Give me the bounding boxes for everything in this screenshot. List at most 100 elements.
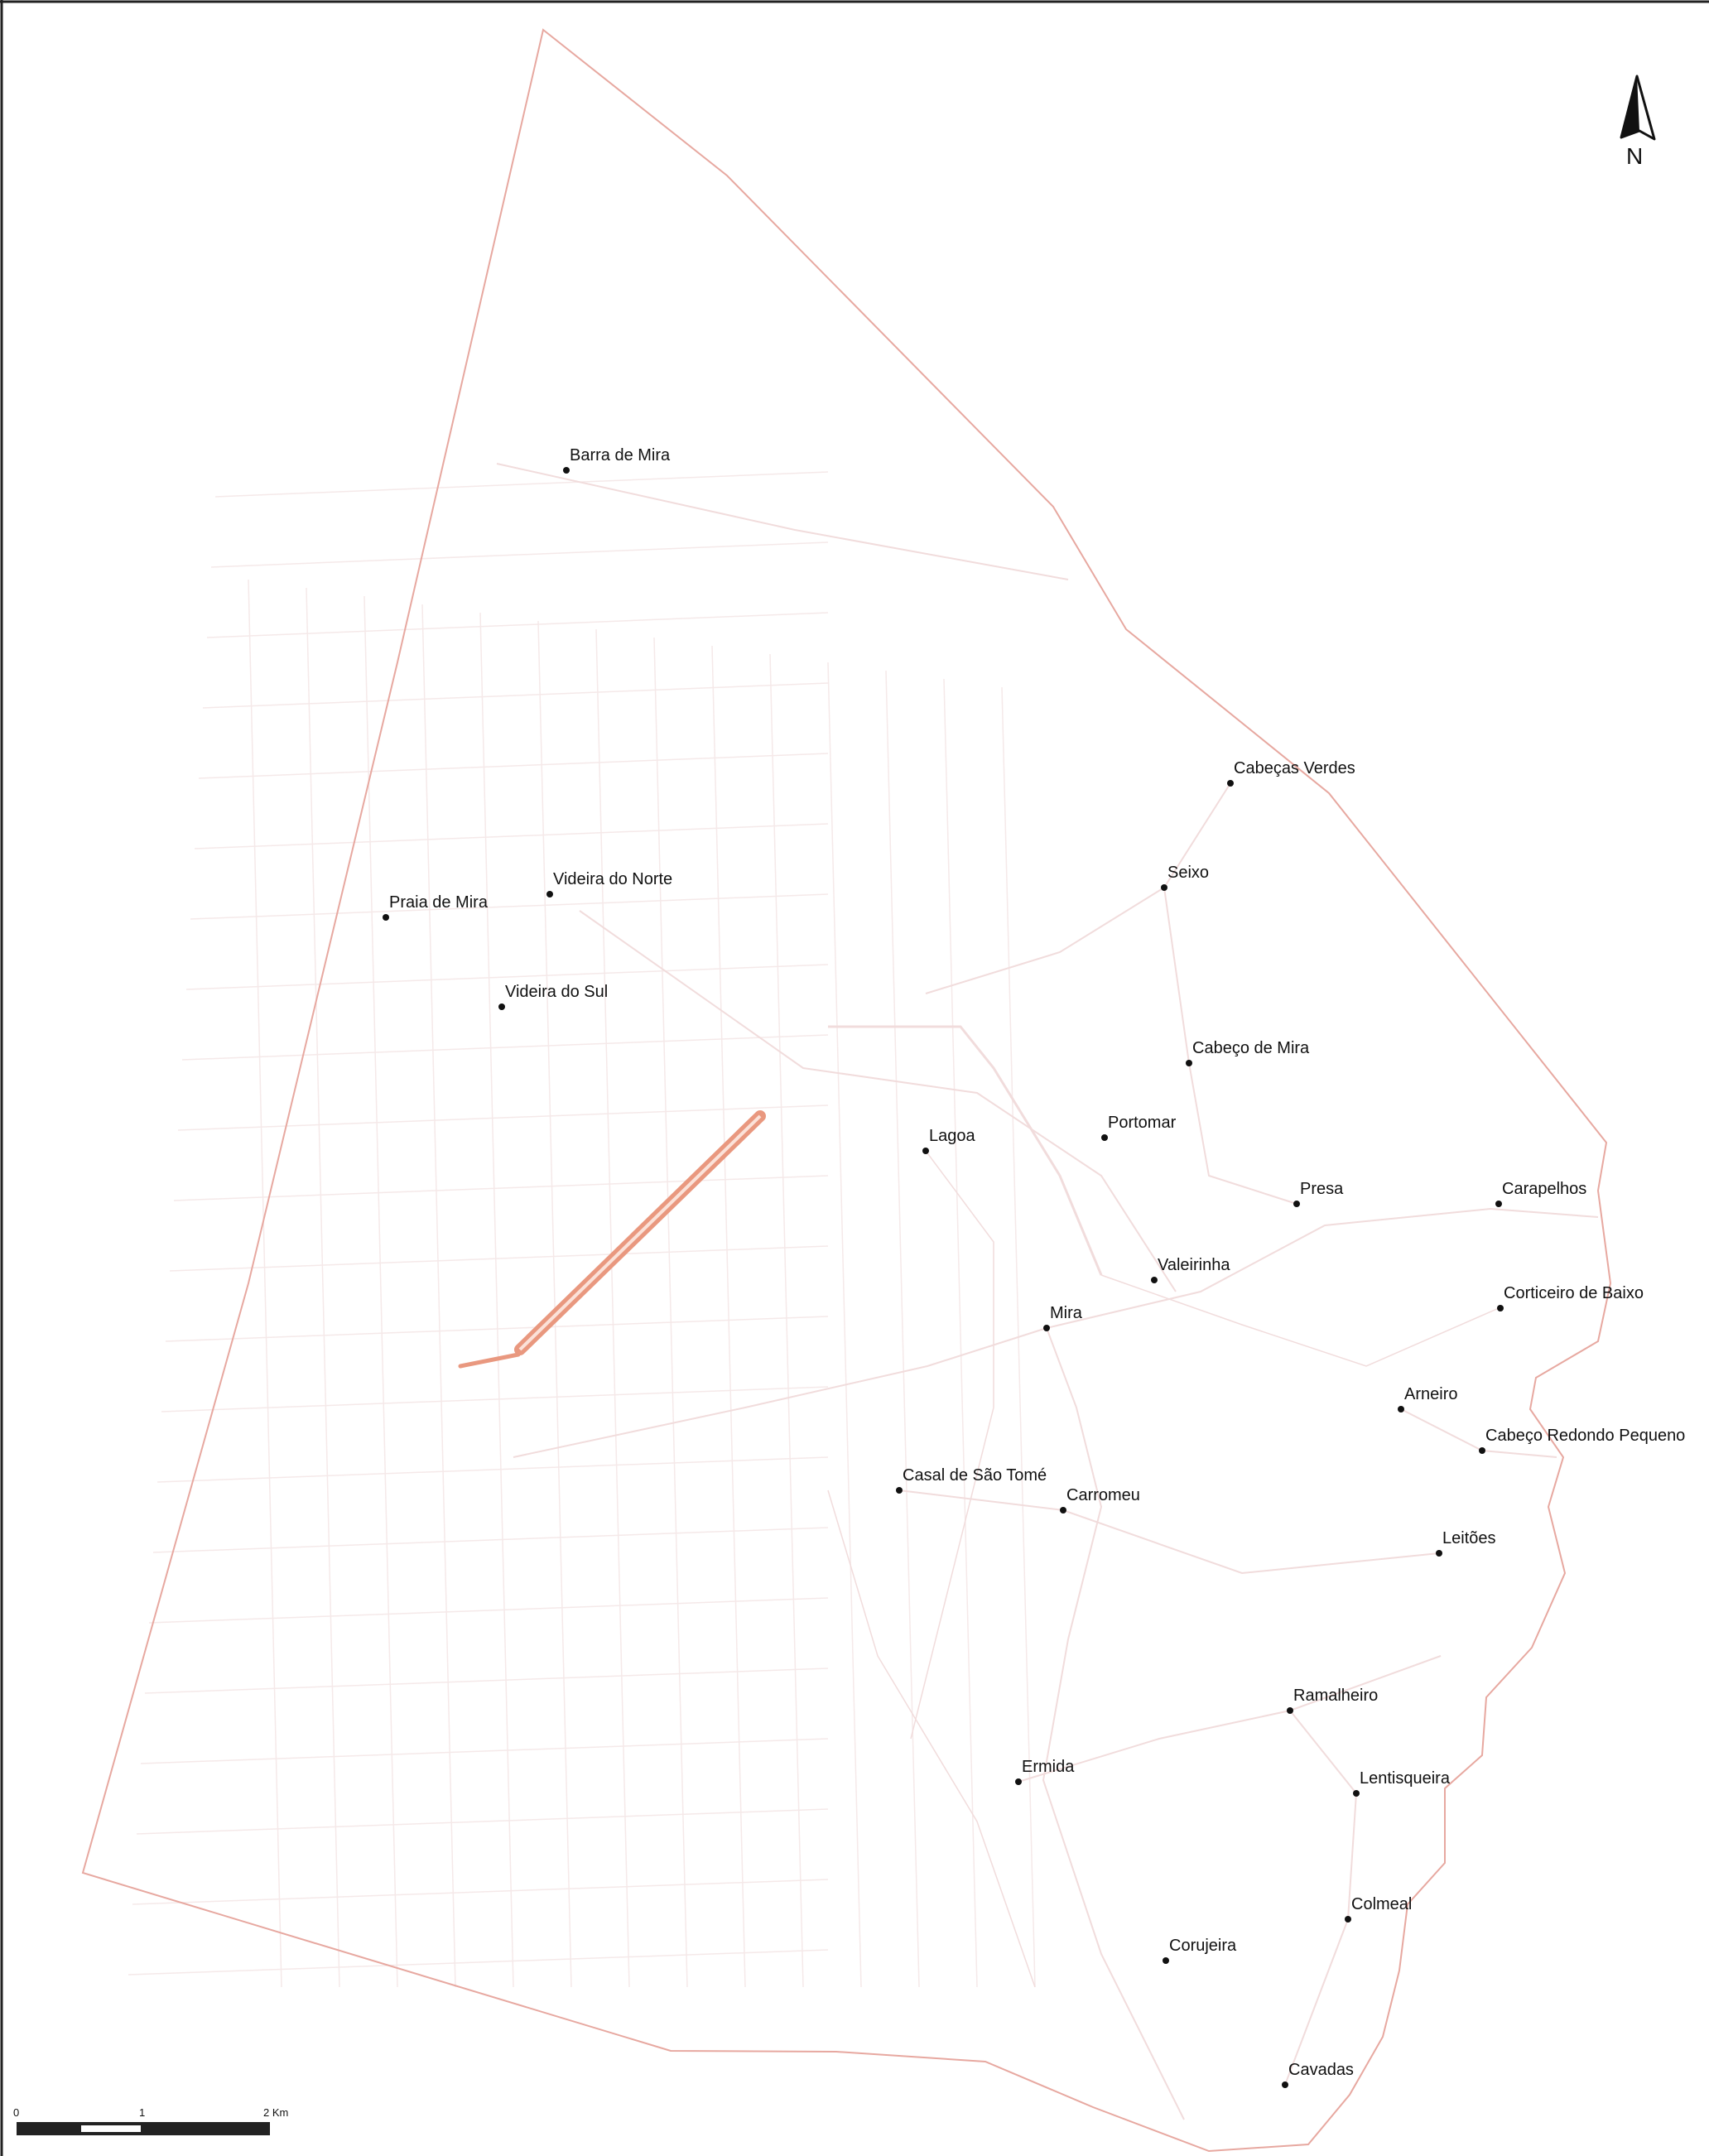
place-label: Cabeças Verdes xyxy=(1234,759,1355,777)
place-marker-icon xyxy=(1015,1778,1022,1785)
place-presa: Presa xyxy=(1293,1180,1344,1207)
place-label: Barra de Mira xyxy=(570,446,671,464)
place-marker-icon xyxy=(1495,1201,1502,1207)
place-label: Videira do Norte xyxy=(553,870,672,888)
road-segment xyxy=(496,463,1069,580)
place-leitoes: Leitões xyxy=(1436,1529,1496,1557)
road-segment xyxy=(711,645,746,1988)
place-marker-icon xyxy=(1287,1707,1293,1714)
road-segment xyxy=(1046,1207,1599,1329)
road-segment xyxy=(156,1456,829,1483)
place-videira-do-norte: Videira do Norte xyxy=(546,870,672,898)
place-label: Seixo xyxy=(1167,864,1209,882)
road-segment xyxy=(1163,887,1297,1205)
place-marker-icon xyxy=(546,891,553,898)
road-segment xyxy=(595,628,630,1988)
road-segment xyxy=(827,662,862,1988)
place-ramalheiro: Ramalheiro xyxy=(1287,1687,1378,1714)
place-mira: Mira xyxy=(1043,1304,1083,1331)
place-label: Ermida xyxy=(1022,1758,1075,1776)
place-label: Corticeiro de Baixo xyxy=(1504,1284,1644,1302)
road-segment xyxy=(206,612,829,638)
road-segment xyxy=(910,1150,994,1740)
place-casal-de-sao-tome: Casal de São Tomé xyxy=(896,1466,1047,1494)
scale-bar-outline xyxy=(17,2122,270,2135)
road-segment xyxy=(828,1025,1103,1276)
road-segment xyxy=(479,612,514,1988)
place-label: Presa xyxy=(1300,1180,1344,1198)
road-segment xyxy=(128,1949,829,1976)
place-marker-icon xyxy=(1227,780,1234,787)
place-label: Lentisqueira xyxy=(1360,1769,1451,1788)
road-segment xyxy=(653,637,688,1988)
place-marker-icon xyxy=(1186,1060,1192,1066)
place-label: Valeirinha xyxy=(1158,1256,1230,1274)
road-segment xyxy=(1284,1710,1358,2086)
place-marker-icon xyxy=(383,914,389,921)
place-marker-icon xyxy=(1043,1325,1050,1331)
highlighted-strip xyxy=(458,1110,766,1369)
road-segment xyxy=(537,620,572,1988)
road-segment xyxy=(161,1386,829,1412)
place-valeirinha: Valeirinha xyxy=(1151,1256,1230,1283)
place-carromeu: Carromeu xyxy=(1060,1486,1140,1514)
road-segment xyxy=(140,1738,829,1764)
place-cabeco-redondo-pequeno: Cabeço Redondo Pequeno xyxy=(1479,1427,1685,1454)
road-segment xyxy=(306,587,340,1988)
road-segment xyxy=(363,595,398,1988)
place-label: Portomar xyxy=(1108,1114,1177,1132)
north-label: N xyxy=(1626,143,1643,169)
place-marker-icon xyxy=(1060,1507,1066,1514)
place-label: Ramalheiro xyxy=(1293,1687,1378,1705)
road-segment xyxy=(198,753,829,779)
place-seixo: Seixo xyxy=(1161,864,1209,891)
road-segment xyxy=(1018,1655,1442,1783)
place-marker-icon xyxy=(1163,1957,1169,1964)
place-marker-icon xyxy=(1479,1447,1485,1454)
place-praia-de-mira: Praia de Mira xyxy=(383,893,489,921)
place-marker-icon xyxy=(1151,1277,1158,1283)
road-segment xyxy=(181,1034,829,1061)
scale-label-0: 0 xyxy=(13,2106,19,2119)
road-segment xyxy=(579,910,1177,1292)
place-label: Lagoa xyxy=(929,1127,975,1145)
place-arneiro: Arneiro xyxy=(1398,1385,1457,1412)
road-segment xyxy=(173,1175,829,1201)
road-segment xyxy=(943,678,978,1988)
road-segment xyxy=(132,1879,829,1905)
road-segment xyxy=(769,653,804,1988)
place-marker-icon xyxy=(1293,1201,1300,1207)
road-segment xyxy=(210,541,829,568)
place-markers: Barra de Mira Cabeças Verdes Seixo Videira … xyxy=(383,446,1685,2088)
strip-tail xyxy=(458,1352,521,1369)
place-corticeiro-de-baixo: Corticeiro de Baixo xyxy=(1497,1284,1644,1311)
road-segment xyxy=(421,604,456,1988)
place-lentisqueira: Lentisqueira xyxy=(1353,1769,1451,1797)
place-label: Carromeu xyxy=(1066,1486,1140,1504)
north-arrow: N xyxy=(1620,75,1656,169)
place-videira-do-sul: Videira do Sul xyxy=(498,983,608,1010)
road-segment xyxy=(925,782,1231,994)
place-marker-icon xyxy=(1353,1790,1360,1797)
road-segment xyxy=(144,1668,829,1694)
place-marker-icon xyxy=(563,467,570,474)
place-marker-icon xyxy=(1436,1550,1442,1557)
scale-bar-segment-white xyxy=(81,2125,141,2132)
road-network xyxy=(128,463,1599,2120)
place-marker-icon xyxy=(896,1487,903,1494)
place-marker-icon xyxy=(1282,2081,1288,2088)
road-segment xyxy=(898,1489,1440,1575)
place-ermida: Ermida xyxy=(1015,1758,1075,1785)
place-marker-icon xyxy=(922,1148,929,1154)
place-marker-icon xyxy=(498,1003,505,1010)
place-label: Mira xyxy=(1050,1304,1083,1322)
road-segment xyxy=(214,471,829,498)
road-segment xyxy=(202,682,829,709)
place-label: Leitões xyxy=(1442,1529,1496,1547)
road-segment xyxy=(827,1489,1036,1988)
place-cavadas: Cavadas xyxy=(1282,2061,1354,2088)
road-segment xyxy=(190,893,829,920)
scale-label-1: 1 xyxy=(139,2106,145,2119)
north-arrow-fill xyxy=(1621,76,1639,137)
place-label: Casal de São Tomé xyxy=(903,1466,1047,1485)
